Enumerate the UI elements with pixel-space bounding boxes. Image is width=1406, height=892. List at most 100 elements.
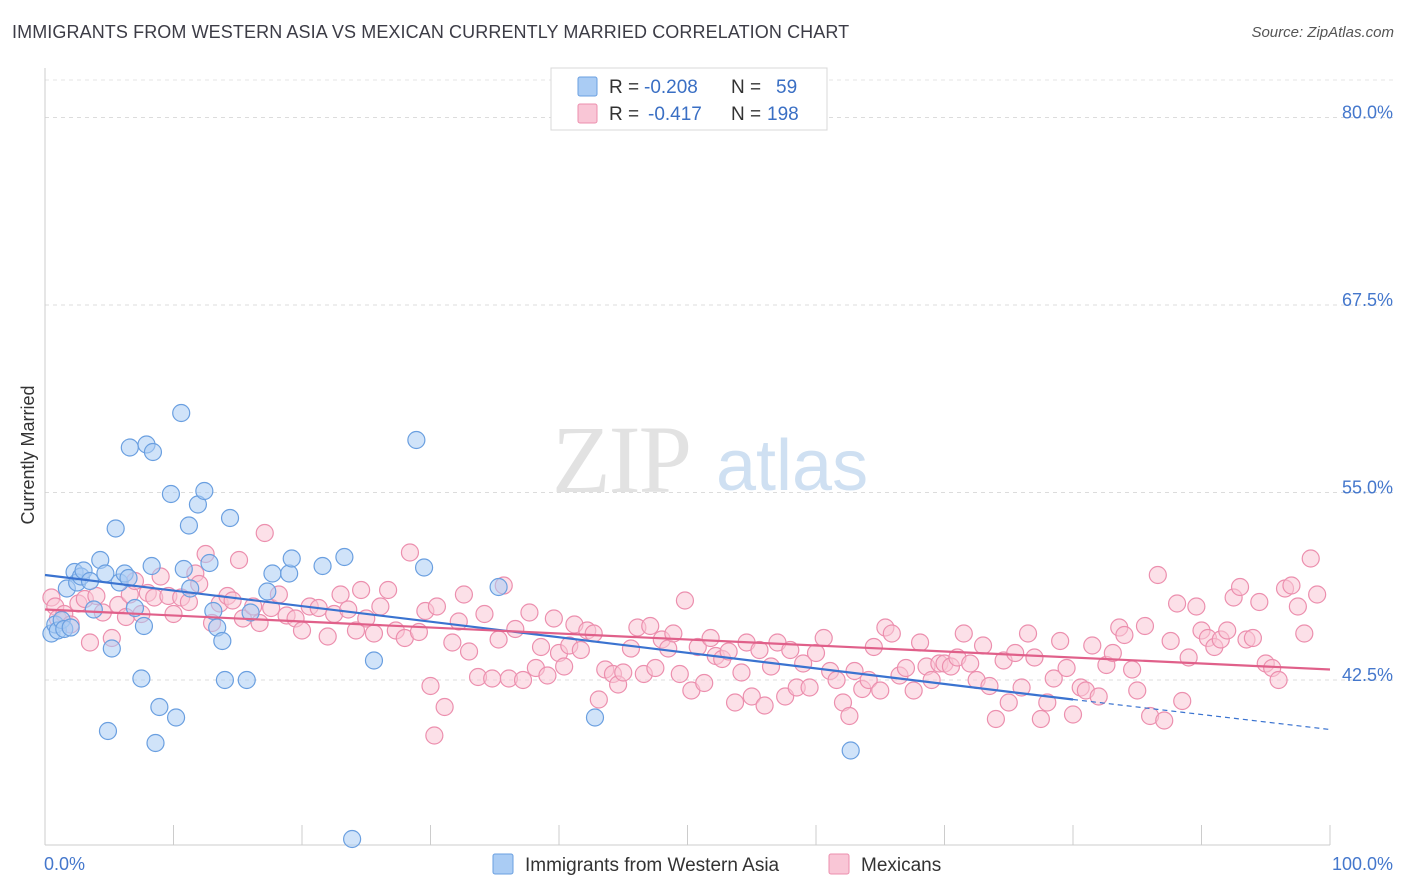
data-point [614, 663, 633, 682]
data-point [1089, 687, 1108, 706]
data-point [896, 658, 916, 678]
data-point [1269, 670, 1288, 690]
data-point [237, 670, 256, 690]
y-tick-label: 67.5% [1342, 290, 1393, 310]
data-point [400, 543, 420, 562]
data-point [871, 681, 890, 700]
data-point [1173, 691, 1192, 711]
data-point [750, 640, 769, 660]
data-point [132, 669, 151, 688]
data-point [280, 564, 299, 583]
data-point [425, 726, 444, 745]
data-point [120, 438, 139, 457]
legend: R = -0.208 N = 59 R = -0.417 N = 198 [550, 67, 828, 131]
trend-lines [44, 573, 1331, 731]
data-point [781, 640, 800, 660]
legend-r-value-western-asia: -0.208 [644, 77, 698, 98]
data-point [241, 603, 260, 622]
data-point [161, 484, 181, 504]
data-point [1155, 711, 1174, 730]
watermark-zip: ZIP [552, 406, 690, 513]
data-point [346, 621, 366, 640]
data-point [1063, 705, 1083, 724]
data-point [125, 598, 145, 618]
x-tick-labels: 0.0% 100.0% [44, 854, 1393, 874]
data-point [150, 697, 169, 717]
data-point [621, 639, 641, 658]
data-point [421, 676, 440, 696]
data-point [1187, 597, 1206, 616]
data-point [1103, 643, 1122, 663]
data-point [1295, 624, 1314, 643]
data-point [841, 741, 860, 760]
data-point [555, 657, 574, 676]
data-point [352, 580, 371, 600]
data-point [538, 666, 557, 685]
data-point [585, 708, 605, 727]
y-axis-label: Currently Married [18, 385, 38, 524]
data-point [814, 628, 833, 648]
data-point [1161, 631, 1180, 651]
data-point [134, 616, 154, 636]
legend-swatch-mexicans [577, 103, 598, 124]
data-point [688, 637, 707, 657]
data-point [1308, 585, 1327, 604]
data-point [1167, 594, 1187, 613]
data-point [961, 654, 980, 673]
data-point [1218, 621, 1237, 640]
data-point [1051, 631, 1070, 651]
data-point [1148, 565, 1167, 585]
data-point [179, 516, 199, 535]
data-point [318, 627, 337, 646]
data-point [827, 670, 846, 690]
x-tick-label: 0.0% [44, 854, 85, 874]
data-point [292, 621, 312, 640]
data-point [146, 733, 165, 753]
data-point [1115, 625, 1134, 645]
data-point [181, 579, 200, 598]
data-point [670, 664, 689, 684]
trend-line [44, 573, 1074, 701]
data-point [407, 430, 426, 450]
data-point [414, 558, 434, 577]
data-point [980, 676, 999, 696]
data-point [806, 643, 826, 663]
data-point [695, 673, 714, 693]
data-point [571, 640, 590, 660]
watermark-atlas: atlas [716, 426, 868, 506]
data-point [1083, 636, 1102, 655]
data-point [910, 633, 930, 652]
data-point [513, 670, 533, 690]
data-point [584, 624, 603, 643]
data-point [335, 547, 354, 567]
data-point [973, 636, 993, 655]
data-point [1123, 660, 1142, 679]
data-point [427, 597, 447, 616]
legend-r-label: R = [609, 77, 639, 98]
y-tick-label: 55.0% [1342, 478, 1393, 498]
data-point [1301, 549, 1320, 568]
data-point [215, 670, 234, 690]
data-point [1057, 658, 1076, 678]
watermark: ZIP atlas [552, 406, 868, 513]
source-credit: Source: ZipAtlas.com [1251, 24, 1394, 41]
data-point [343, 829, 362, 849]
series-western-asia-points [42, 403, 860, 849]
data-point [195, 481, 214, 501]
legend-n-label: N = [731, 77, 761, 98]
data-point [761, 657, 781, 676]
data-point [443, 633, 462, 652]
axes [44, 68, 1331, 846]
data-point [475, 604, 494, 624]
data-point [364, 651, 384, 670]
legend-n-label: N = [731, 104, 761, 125]
data-point [675, 591, 695, 610]
data-point [1025, 648, 1044, 667]
data-point [506, 619, 525, 639]
data-point [646, 658, 665, 678]
data-point [483, 669, 502, 688]
bottom-legend-label-western-asia: Immigrants from Western Asia [525, 855, 780, 876]
data-point [1243, 628, 1263, 648]
data-point [1044, 669, 1063, 688]
